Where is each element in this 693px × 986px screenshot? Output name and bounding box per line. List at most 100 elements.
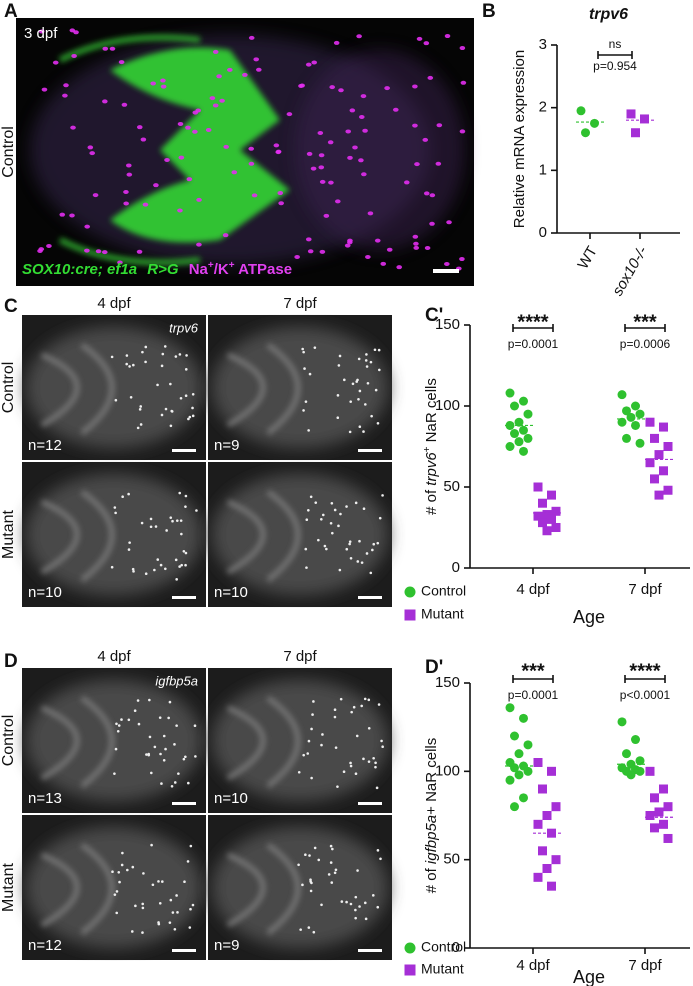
cell (320, 518, 323, 521)
cell (337, 364, 341, 367)
data-point (640, 114, 649, 124)
legend-marker (404, 964, 416, 976)
cell (308, 372, 312, 376)
cell (362, 128, 368, 133)
cell (182, 757, 186, 761)
legend-label: Mutant (421, 606, 464, 622)
cell (327, 140, 334, 145)
cell (349, 400, 353, 403)
cell (309, 880, 312, 883)
data-point (505, 442, 515, 451)
legend-marker (404, 586, 416, 598)
cell (320, 903, 323, 907)
cell (141, 350, 144, 354)
cell (299, 928, 302, 931)
cell (336, 394, 340, 397)
cell (350, 710, 353, 714)
cell (123, 189, 129, 194)
data-point (650, 823, 659, 833)
panel-a: A 3 dpf Control SOX10:cre; ef1a R>G Na+/… (0, 1, 474, 286)
cell (328, 180, 334, 185)
cell (125, 354, 129, 357)
cell (396, 265, 403, 270)
cell (379, 857, 382, 861)
cell (362, 507, 366, 510)
n-label: n=10 (214, 584, 248, 601)
n-label: n=9 (214, 937, 239, 954)
cell (429, 193, 436, 198)
cell (87, 145, 94, 150)
cell (128, 541, 131, 544)
cell (139, 423, 143, 426)
cell (337, 524, 340, 528)
cell (139, 405, 143, 408)
cell (212, 49, 219, 54)
data-point (514, 437, 524, 447)
cell (275, 149, 282, 154)
data-point (533, 758, 543, 767)
cell (307, 429, 310, 432)
cell (185, 354, 188, 357)
data-point (547, 881, 556, 891)
data-point (551, 802, 561, 812)
cell (369, 571, 373, 575)
cell (184, 368, 188, 371)
caption-part: R>G (147, 261, 179, 278)
cell (115, 722, 118, 726)
data-point (576, 106, 586, 116)
cell (165, 529, 168, 532)
cell (317, 538, 320, 542)
cell (205, 127, 212, 132)
data-point (622, 749, 631, 759)
cell (125, 163, 132, 168)
significance: *** (633, 311, 657, 333)
cell (297, 770, 301, 774)
caption: SOX10:cre; ef1a R>G Na+/K+ ATPase (22, 260, 292, 278)
data-point (654, 450, 664, 460)
cell (177, 121, 184, 126)
cell (150, 81, 156, 86)
cell (334, 199, 341, 204)
cell (147, 752, 151, 756)
cell (164, 158, 170, 163)
cell (403, 180, 410, 185)
data-point (650, 474, 659, 484)
cell (136, 426, 140, 430)
cell (95, 249, 102, 254)
cell (219, 98, 225, 103)
cell (149, 517, 153, 521)
legend-marker (404, 609, 416, 621)
cell (174, 355, 178, 358)
cell (178, 353, 182, 356)
cell (185, 125, 191, 130)
p-value: p=0.0001 (508, 337, 559, 351)
data-point (617, 417, 627, 427)
cell (313, 346, 317, 349)
data-point (551, 523, 561, 532)
cell (191, 414, 195, 418)
cell (160, 364, 164, 368)
cell (159, 563, 163, 567)
row-label: Mutant (0, 509, 17, 558)
cell (186, 860, 190, 863)
data-point (659, 784, 668, 794)
cell (188, 926, 192, 929)
cell (141, 906, 145, 910)
cell (89, 151, 96, 156)
cell (127, 548, 131, 551)
cell (301, 347, 304, 351)
cell (358, 114, 365, 119)
cell (179, 519, 183, 522)
cell (380, 739, 383, 743)
p-value: p<0.0001 (620, 688, 671, 702)
cell (307, 249, 314, 254)
cell (242, 72, 248, 77)
cell (63, 83, 69, 88)
cell (179, 396, 183, 400)
tissue (295, 50, 465, 250)
data-point (635, 409, 645, 419)
data-point (542, 526, 552, 536)
cell (159, 752, 162, 756)
data-point (622, 433, 631, 443)
cell (164, 407, 168, 411)
